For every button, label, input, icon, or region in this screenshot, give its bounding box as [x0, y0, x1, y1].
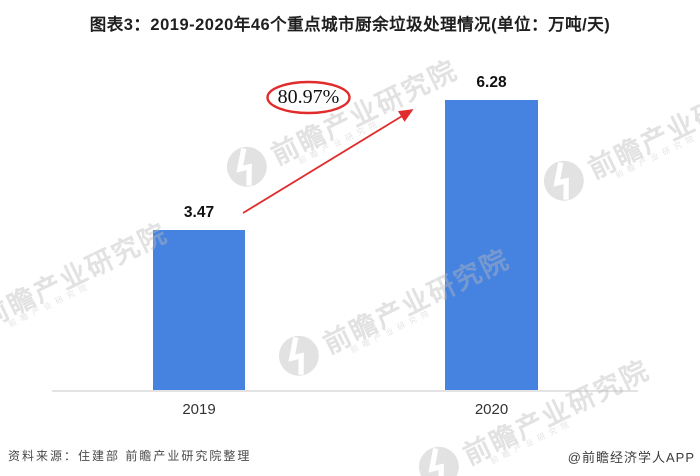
- x-axis-line: [52, 390, 638, 392]
- pie-logo-icon: [278, 335, 319, 376]
- bar-group-2020: 6.28: [445, 74, 538, 391]
- x-tick-label-2020: 2020: [474, 401, 509, 418]
- bar-2020: [445, 100, 538, 391]
- chart-title: 图表3：2019-2020年46个重点城市厨余垃圾处理情况(单位：万吨/天): [89, 16, 611, 34]
- growth-rate-label: 80.97%: [277, 86, 340, 108]
- data-source-note: 资料来源：住建部 前瞻产业研究院整理: [8, 449, 252, 463]
- bar-value-label-2019: 3.47: [183, 204, 215, 221]
- pie-logo-icon: [543, 160, 584, 201]
- x-tick-label-2019: 2019: [182, 401, 216, 418]
- pie-logo-icon: [418, 446, 459, 476]
- growth-arrow: [242, 109, 414, 214]
- pie-logo-icon: [226, 146, 267, 187]
- bar-group-2019: 3.47: [153, 204, 245, 391]
- credit-note: @前瞻经济学人APP: [567, 450, 695, 465]
- bar-2019: [153, 230, 245, 391]
- watermark: 前瞻产业研究院 前瞻产业研究院: [536, 61, 700, 209]
- bar-value-label-2020: 6.28: [476, 74, 507, 91]
- watermark: 前瞻产业研究院 前瞻产业研究院: [0, 217, 173, 334]
- watermark: 前瞻产业研究院 前瞻产业研究院: [219, 47, 464, 195]
